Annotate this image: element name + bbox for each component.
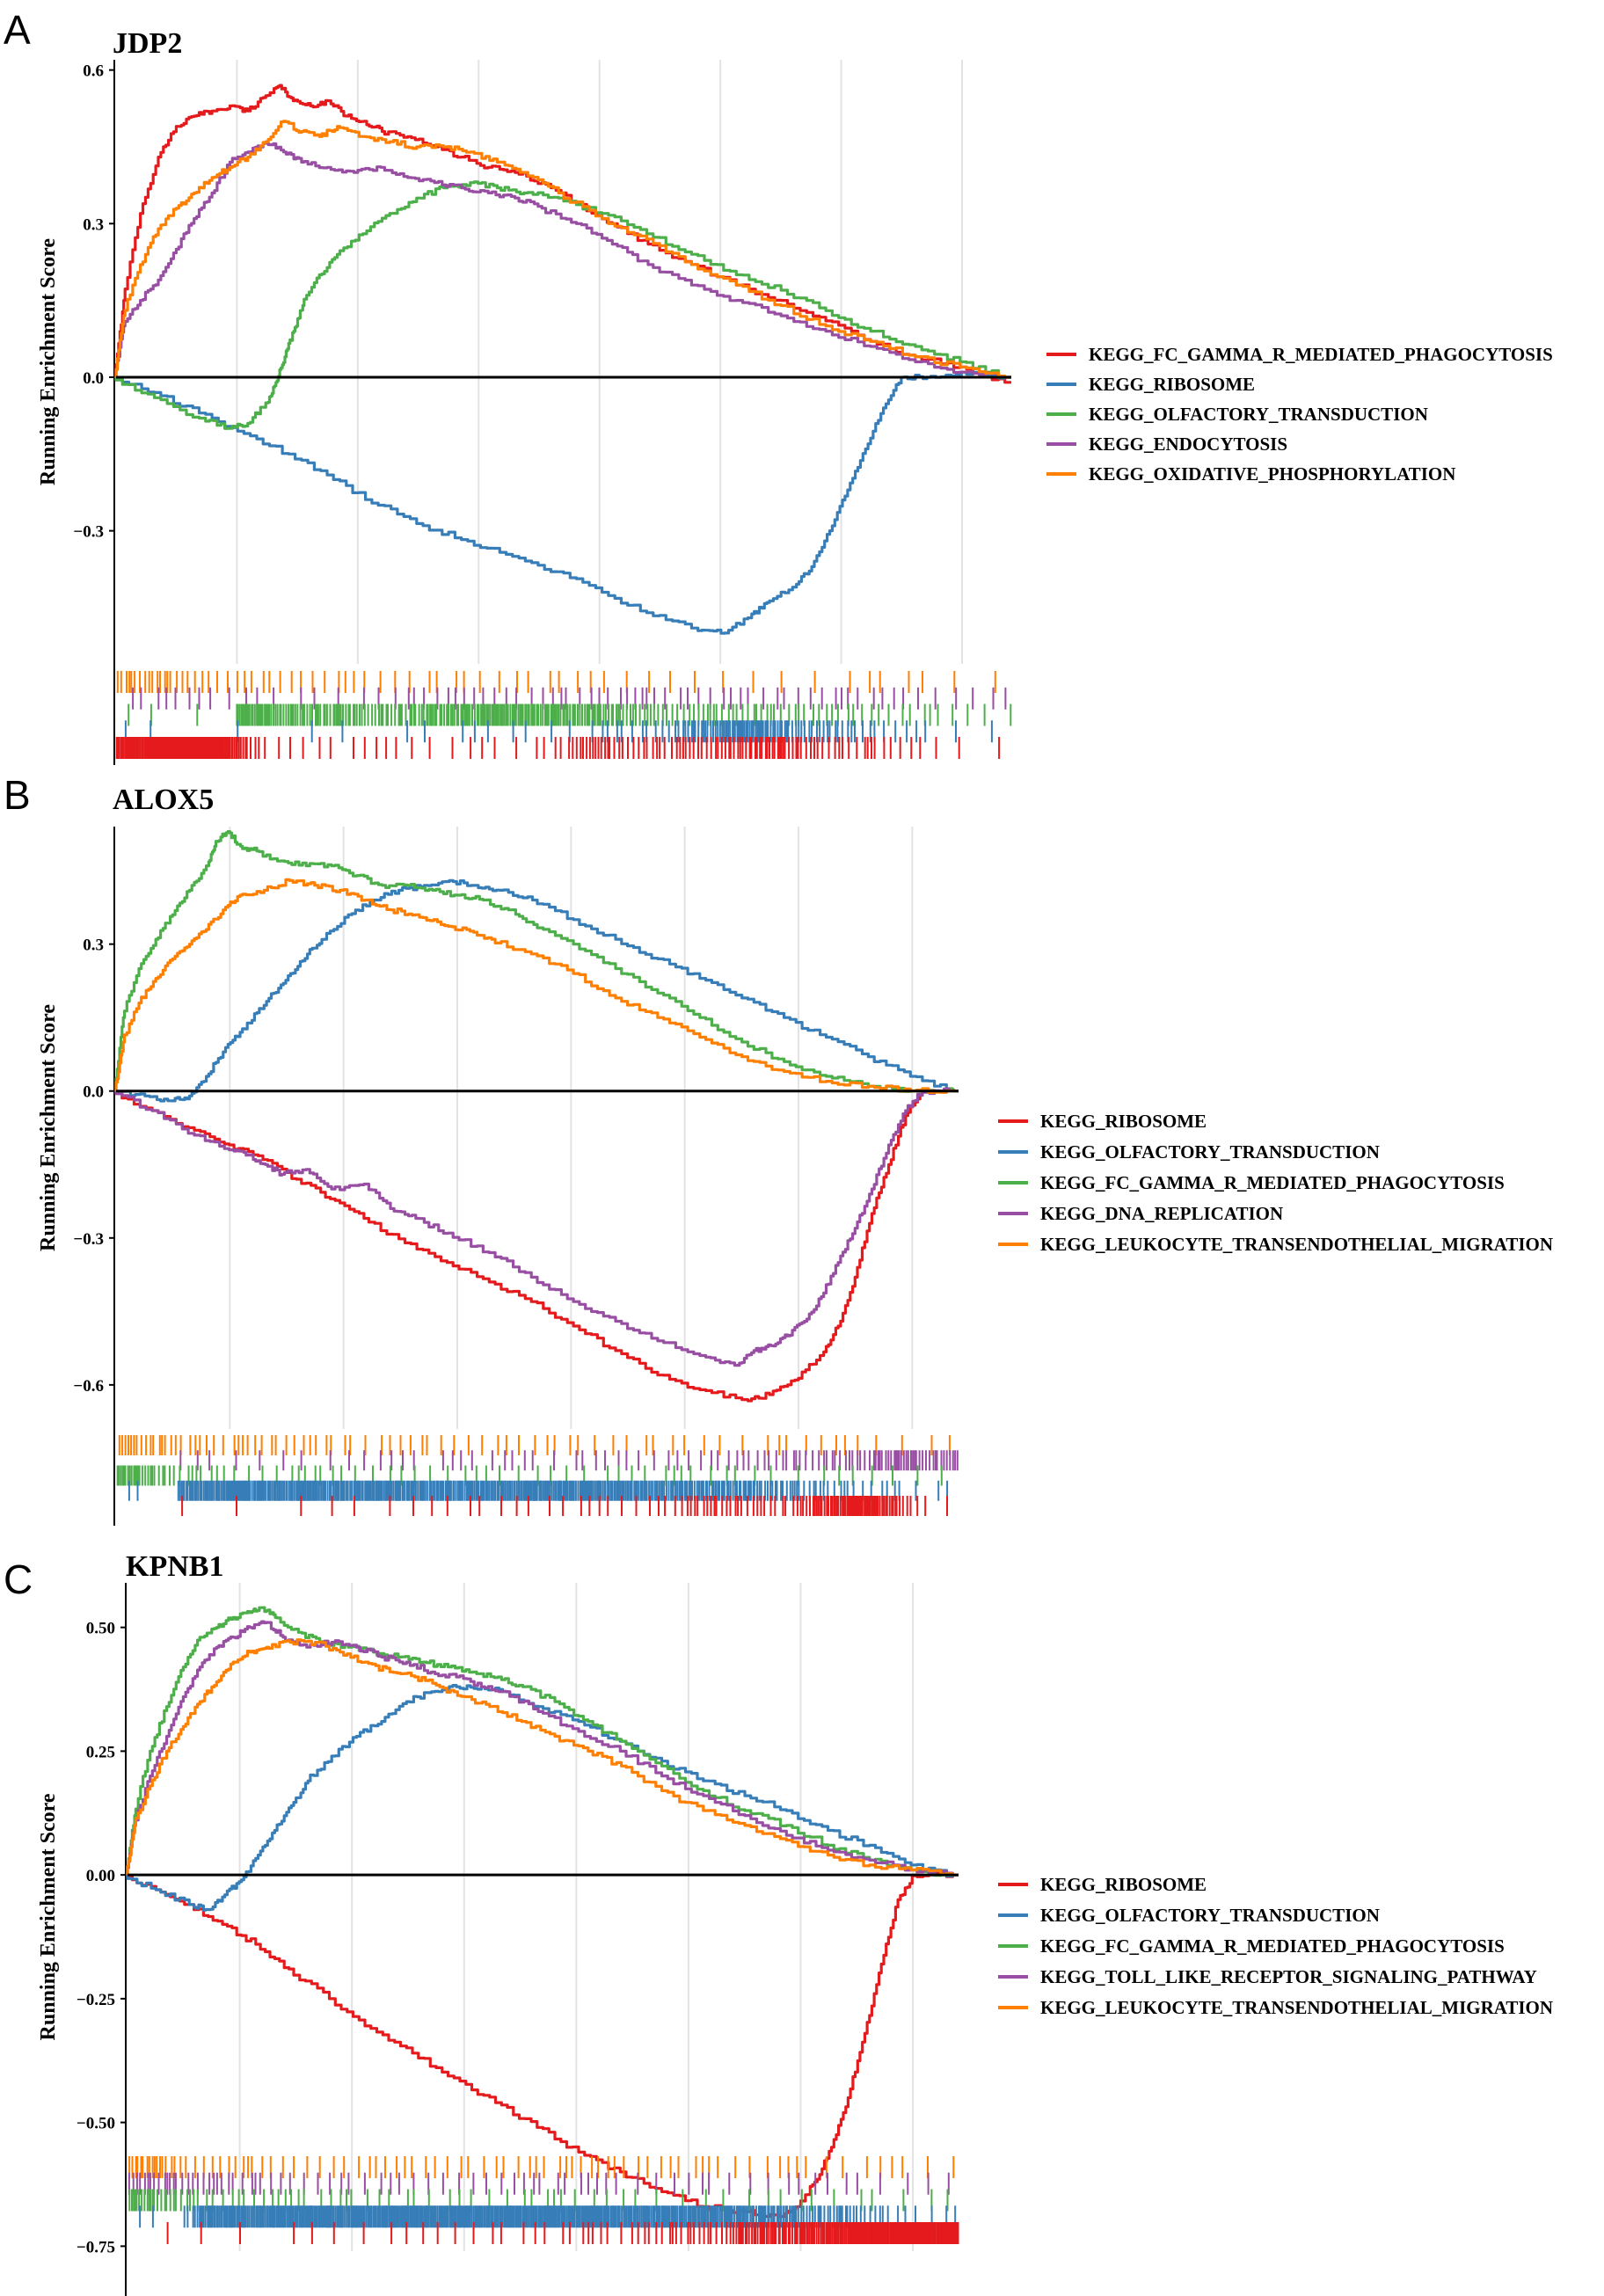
y-tick-label: −0.50 (77, 2115, 115, 2133)
series-lines (126, 1606, 959, 2219)
series-line-green (114, 180, 1011, 430)
y-axis-label: Running Enrichment Score (37, 1793, 60, 2040)
panel-letter: A (4, 7, 31, 53)
hit-tick-rug (116, 1435, 959, 1516)
rug-row-blue (128, 1480, 949, 1501)
series-line-red (114, 1088, 959, 1403)
series-line-purple (126, 1620, 959, 1877)
series-line-green (114, 830, 959, 1094)
legend: KEGG_RIBOSOME KEGG_OLFACTORY_TRANSDUCTION… (998, 1874, 1553, 2018)
panel-a: A JDP2 0.6 0.3 0.0 −0.3 Running Enrichment Sco… (4, 7, 1553, 765)
legend-label: KEGG_FC_GAMMA_R_MEDIATED_PHAGOCYTOSIS (1089, 344, 1553, 365)
y-tick-label: −0.25 (77, 1991, 115, 2009)
series-line-orange (114, 878, 959, 1094)
legend-label: KEGG_OLFACTORY_TRANSDUCTION (1040, 1905, 1380, 1926)
legend-label: KEGG_RIBOSOME (1089, 374, 1255, 395)
legend-label: KEGG_LEUKOCYTE_TRANSENDOTHELIAL_MIGRATIO… (1040, 1234, 1553, 1255)
panel-c: C KPNB1 0.50 0.25 0.00 −0.25 −0.50 −0.75 Running… (4, 1550, 1553, 2296)
series-line-purple (114, 1087, 959, 1367)
y-tick-label: 0.00 (86, 1867, 115, 1885)
legend-label: KEGG_RIBOSOME (1040, 1874, 1207, 1895)
series-line-blue (114, 370, 1011, 635)
legend-label: KEGG_ENDOCYTOSIS (1089, 434, 1287, 455)
panel-b: B ALOX5 0.3 0.0 −0.3 −0.6 Running Enrichment S… (4, 772, 1553, 1526)
rug-row-red (181, 1496, 948, 1516)
y-tick-label: −0.75 (77, 2238, 115, 2256)
rug-row-red (115, 737, 1001, 759)
y-tick-label: 0.50 (86, 1620, 115, 1638)
y-axis-label: Running Enrichment Score (37, 238, 60, 485)
y-tick-label: 0.3 (83, 937, 104, 955)
hit-tick-rug (115, 671, 1012, 759)
chart-title: ALOX5 (113, 784, 214, 816)
y-axis-label: Running Enrichment Score (37, 1004, 60, 1251)
rug-row-purple (179, 1450, 959, 1471)
legend-label: KEGG_OXIDATIVE_PHOSPHORYLATION (1089, 463, 1455, 485)
y-tick-label: −0.3 (73, 523, 104, 542)
grid-lines (238, 1583, 915, 2251)
chart-title: KPNB1 (126, 1550, 223, 1583)
rug-row-green (128, 703, 1012, 726)
panel-letter: C (4, 1556, 33, 1602)
legend-label: KEGG_FC_GAMMA_R_MEDIATED_PHAGOCYTOSIS (1040, 1172, 1505, 1193)
y-tick-label: −0.6 (73, 1377, 104, 1396)
series-lines (114, 830, 959, 1403)
legend: KEGG_FC_GAMMA_R_MEDIATED_PHAGOCYTOSIS KEG… (1046, 344, 1553, 485)
series-line-purple (114, 140, 1011, 379)
rug-row-orange (116, 671, 996, 693)
grid-lines (229, 827, 914, 1429)
legend-label: KEGG_TOLL_LIKE_RECEPTOR_SIGNALING_PATHWA… (1040, 1966, 1537, 1987)
legend: KEGG_RIBOSOME KEGG_OLFACTORY_TRANSDUCTION… (998, 1111, 1553, 1255)
legend-label: KEGG_RIBOSOME (1040, 1111, 1207, 1132)
series-line-orange (126, 1638, 959, 1877)
y-tick-label: −0.3 (73, 1230, 104, 1249)
hit-tick-rug (128, 2156, 959, 2244)
legend-label: KEGG_DNA_REPLICATION (1040, 1203, 1283, 1224)
rug-row-red (166, 2222, 959, 2244)
legend-label: KEGG_OLFACTORY_TRANSDUCTION (1040, 1141, 1380, 1163)
y-tick-label: 0.0 (83, 1083, 104, 1102)
rug-row-orange (118, 1435, 951, 1455)
series-line-orange (114, 120, 1011, 379)
legend-label: KEGG_FC_GAMMA_R_MEDIATED_PHAGOCYTOSIS (1040, 1935, 1505, 1957)
legend-label: KEGG_LEUKOCYTE_TRANSENDOTHELIAL_MIGRATIO… (1040, 1997, 1553, 2018)
chart-title: JDP2 (113, 27, 182, 60)
y-tick-label: 0.3 (83, 215, 104, 234)
panel-letter: B (4, 772, 31, 818)
y-tick-label: 0.0 (83, 369, 104, 388)
panels-root: A JDP2 0.6 0.3 0.0 −0.3 Running Enrichment Sco… (4, 7, 1553, 2296)
grid-lines (236, 60, 964, 664)
series-line-red (114, 84, 1011, 384)
series-line-blue (114, 878, 959, 1103)
y-tick-label: 0.6 (83, 62, 104, 81)
series-lines (114, 84, 1011, 635)
series-line-red (126, 1870, 959, 2219)
series-line-blue (126, 1684, 959, 1912)
legend-label: KEGG_OLFACTORY_TRANSDUCTION (1089, 404, 1428, 425)
y-tick-label: 0.25 (86, 1743, 115, 1761)
series-line-green (126, 1606, 959, 1877)
